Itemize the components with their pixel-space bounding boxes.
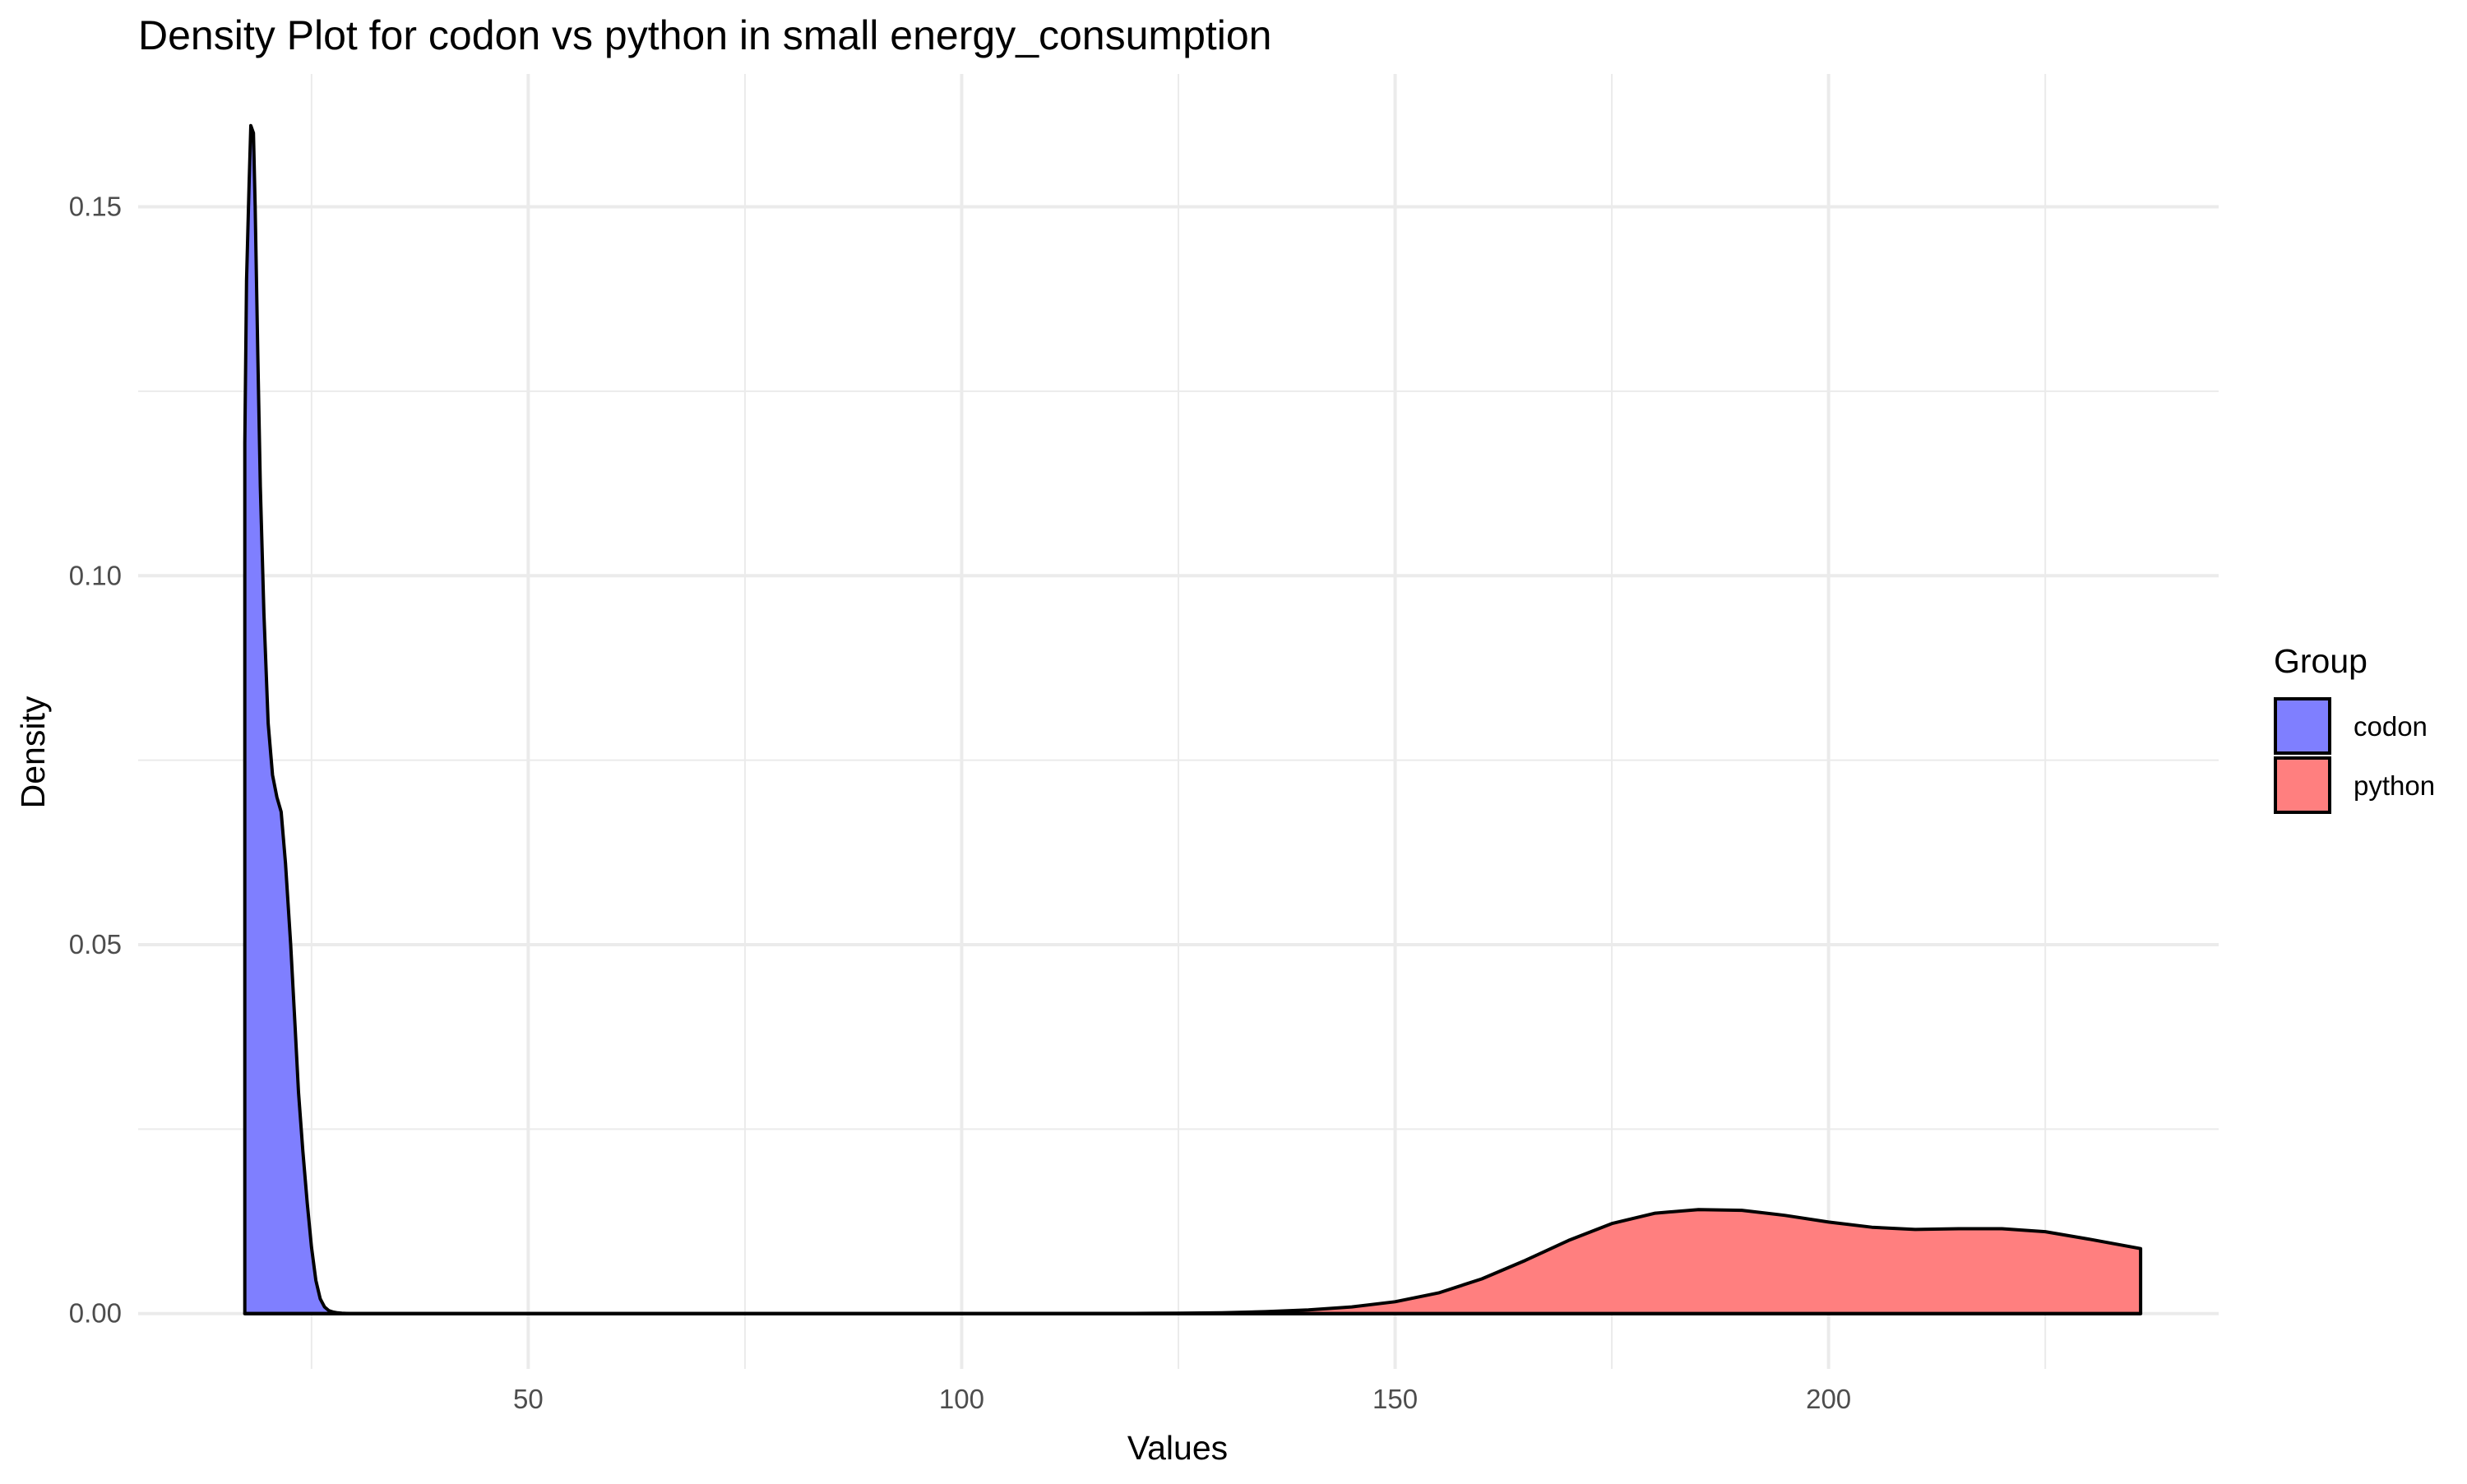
x-tick-label: 200 (1806, 1384, 1851, 1414)
y-axis-title: Density (14, 696, 52, 808)
y-tick-label: 0.15 (69, 192, 122, 222)
legend-label-python: python (2354, 770, 2435, 801)
x-tick-label: 50 (513, 1384, 544, 1414)
legend-title: Group (2274, 642, 2367, 680)
legend-label-codon: codon (2354, 711, 2428, 742)
legend-items: codon python (2274, 697, 2435, 814)
x-axis-title: Values (1127, 1429, 1228, 1467)
legend-key-python (2274, 756, 2331, 814)
x-tick-label: 150 (1372, 1384, 1418, 1414)
x-axis-ticks: 50 100 150 200 (513, 1384, 1851, 1414)
grid (138, 74, 2219, 1369)
chart-title: Density Plot for codon vs python in smal… (138, 12, 1272, 58)
y-tick-label: 0.00 (69, 1298, 122, 1329)
legend-key-codon (2274, 697, 2331, 755)
legend: Group codon python (2274, 642, 2435, 814)
y-axis-ticks: 0.00 0.05 0.10 0.15 (69, 192, 122, 1329)
x-tick-label: 100 (939, 1384, 984, 1414)
y-tick-label: 0.10 (69, 560, 122, 590)
y-tick-label: 0.05 (69, 929, 122, 959)
